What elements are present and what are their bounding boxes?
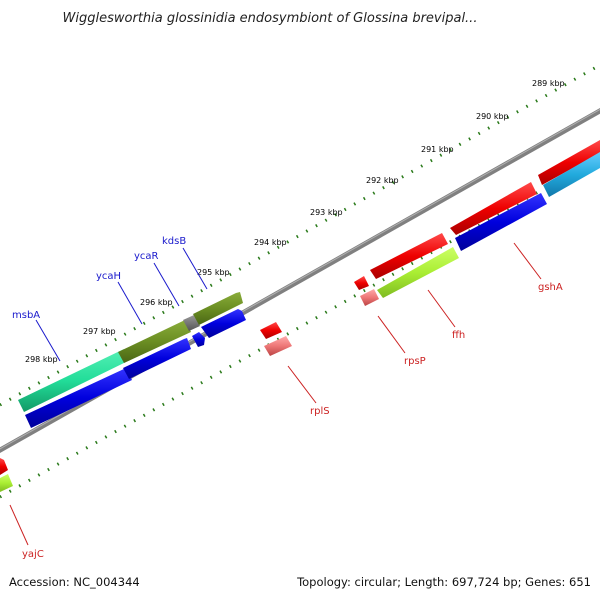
gene-ycaH-cds[interactable] [123, 338, 191, 379]
reverse-leaders [9, 242, 542, 546]
tick-label: 292 kbp [366, 176, 399, 185]
gene-label-msbA[interactable]: msbA [12, 310, 40, 321]
gene-gshA-cds[interactable] [450, 182, 537, 235]
gene-kdsB-cog[interactable] [193, 292, 243, 325]
leader-ycaR [153, 262, 180, 307]
tick-label: 291 kbp [421, 145, 454, 154]
forward-cog-track [18, 292, 243, 412]
leader-ffh [427, 289, 456, 328]
gene-label-kdsB[interactable]: kdsB [162, 236, 186, 247]
gene-yajC-cds[interactable] [0, 458, 8, 475]
gene-rplS-rna[interactable] [264, 336, 292, 356]
reverse-cds-track [0, 140, 600, 475]
gene-rplS-cds[interactable] [260, 322, 282, 339]
tick-label: 298 kbp [25, 355, 58, 364]
tick-label: 297 kbp [83, 327, 116, 336]
gene-ffh-cog[interactable] [377, 247, 459, 298]
gene-kdsB-cds[interactable] [201, 309, 246, 338]
tick-track-outer [0, 63, 600, 407]
gene-rpsP-cds[interactable] [354, 276, 369, 290]
backbone-line [0, 107, 600, 454]
tick-label: 294 kbp [254, 238, 287, 247]
forward-gene-labels: msbA ycaH ycaR kdsB [12, 236, 186, 321]
gene-gshA-cog[interactable] [455, 193, 547, 251]
tick-label: 293 kbp [310, 208, 343, 217]
forward-cds-track [25, 309, 246, 428]
leader-yajC [9, 504, 29, 546]
leader-gshA [513, 242, 542, 280]
gene-msbA-cog[interactable] [18, 349, 130, 412]
gene-ffh-cds[interactable] [370, 233, 448, 279]
gene-next-cog[interactable] [543, 152, 600, 197]
kbp-ticks: 289 kbp 290 kbp 291 kbp 292 kbp 293 kbp … [25, 79, 565, 364]
forward-leaders [35, 247, 208, 362]
tick-label: 289 kbp [532, 79, 565, 88]
gene-label-ffh[interactable]: ffh [452, 330, 465, 341]
genome-stats-text: Topology: circular; Length: 697,724 bp; … [296, 575, 591, 589]
tick-label: 296 kbp [140, 298, 173, 307]
leader-ycaH [117, 281, 143, 325]
gene-msbA-cds[interactable] [25, 368, 132, 428]
map-title: Wigglesworthia glossinidia endosymbiont … [63, 11, 478, 26]
gene-label-ycaH[interactable]: ycaH [96, 271, 121, 282]
leader-kdsB [182, 247, 208, 290]
gene-label-rplS[interactable]: rplS [310, 406, 330, 417]
gene-rpsP-rna[interactable] [360, 289, 379, 306]
gene-yajC-cog[interactable] [0, 474, 13, 492]
leader-rplS [287, 365, 317, 404]
gene-next-cds[interactable] [538, 140, 600, 185]
gene-label-ycaR[interactable]: ycaR [134, 251, 159, 262]
tick-label: 295 kbp [197, 268, 230, 277]
leader-msbA [35, 319, 61, 362]
tick-label: 290 kbp [476, 112, 509, 121]
gene-ycaR-cds[interactable] [192, 332, 205, 347]
reverse-gene-labels: rplS rpsP ffh gshA yajC [22, 282, 563, 560]
gene-label-yajC[interactable]: yajC [22, 549, 44, 560]
gene-ycaH-cog[interactable] [118, 320, 191, 363]
accession-text: Accession: NC_004344 [9, 575, 140, 589]
gene-label-gshA[interactable]: gshA [538, 282, 563, 293]
reverse-cog-track [0, 152, 600, 492]
leader-rpsP [377, 315, 406, 354]
gene-label-rpsP[interactable]: rpsP [404, 356, 426, 367]
